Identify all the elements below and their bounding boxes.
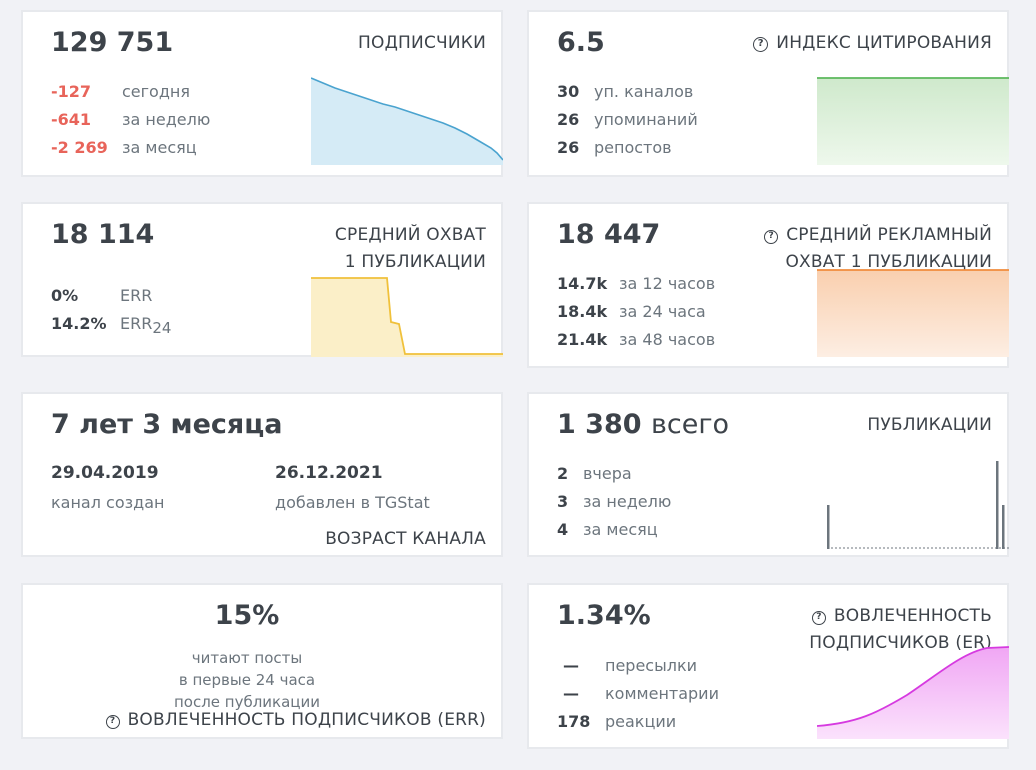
stat-label: репостов [594,138,672,157]
channel-age-value: 7 лет 3 месяца [51,409,283,440]
citation-title: ? ИНДЕКС ЦИТИРОВАНИЯ [753,30,992,57]
avg-reach-value: 18 114 [51,219,155,250]
err-card[interactable]: 15% читают посты в первые 24 часа после … [21,583,503,739]
stat-row: 14.7k за 12 часов [557,270,715,298]
avg-reach-stats: 0% ERR 14.2% ERR24 [51,282,171,338]
stat-value: 14.2% [51,314,107,333]
err-description: читают посты в первые 24 часа после публ… [173,649,321,711]
stat-label: пересылки [605,656,698,675]
stat-value: 26 [557,110,580,129]
avg-reach-card[interactable]: 18 114 СРЕДНИЙ ОХВАТ 1 ПУБЛИКАЦИИ 0% ERR 1… [21,202,503,357]
stat-row: 4 за месяц [557,516,671,544]
ad-reach-stats: 14.7k за 12 часов 18.4k за 24 часа 21.4k за… [557,270,715,354]
stat-value: -641 [51,110,92,129]
stat-label: вчера [583,464,632,483]
ad-reach-value: 18 447 [557,219,661,250]
stat-value: 14.7k [557,274,608,293]
stat-row: — пересылки [557,652,719,680]
added-label: добавлен в TGStat [275,493,430,512]
stat-label: за месяц [122,138,197,157]
created-label: канал создан [51,493,165,512]
stat-value: 2 [557,464,569,483]
stat-value: 26 [557,138,580,157]
added-date: 26.12.2021 [275,463,383,483]
stat-row: — комментарии [557,680,719,708]
subscribers-title: ПОДПИСЧИКИ [358,33,486,53]
stat-label: за 24 часа [619,302,706,321]
stat-label: за 48 часов [619,330,716,349]
stat-value: 21.4k [557,330,608,349]
created-date: 29.04.2019 [51,463,159,483]
stat-row: 2 вчера [557,460,671,488]
stat-label: за неделю [122,110,211,129]
publications-stats: 2 вчера 3 за неделю 4 за месяц [557,460,671,544]
citation-sparkline [817,77,1009,165]
stat-row: -2 269 за месяц [51,134,210,162]
err-percent: 15% [214,600,280,631]
stat-label: реакции [605,712,677,731]
stat-row: 26 упоминаний [557,106,698,134]
stat-value: 3 [557,492,569,511]
citation-stats: 30 уп. каналов 26 упоминаний 26 репостов [557,78,698,162]
stat-row: 0% ERR [51,282,171,310]
subscribers-card[interactable]: 129 751 ПОДПИСЧИКИ -127 сегодня -641 за не… [21,10,503,177]
citation-index-value: 6.5 [557,27,605,58]
er-card[interactable]: 1.34% ? ВОВЛЕЧЕННОСТЬ ПОДПИСЧИКОВ (ER) — пе… [527,583,1009,749]
publications-title: ПУБЛИКАЦИИ [867,415,992,435]
stat-value: 30 [557,82,580,101]
publications-total: 1 380 всего [557,409,730,440]
avg-reach-sparkline [311,277,503,357]
question-circle-icon[interactable]: ? [105,715,120,729]
stat-label: за месяц [583,520,658,539]
stat-row: 21.4k за 48 часов [557,326,715,354]
ad-reach-title: ? СРЕДНИЙ РЕКЛАМНЫЙ ОХВАТ 1 ПУБЛИКАЦИИ [764,222,992,276]
stat-value: 178 [557,712,591,731]
stat-value: -127 [51,82,92,101]
stat-row: 14.2% ERR24 [51,310,171,338]
stat-value: -2 269 [51,138,108,157]
stat-label: упоминаний [594,110,698,129]
stat-row: -127 сегодня [51,78,210,106]
stat-row: 18.4k за 24 часа [557,298,715,326]
citation-card[interactable]: 6.5 ? ИНДЕКС ЦИТИРОВАНИЯ 30 уп. каналов 26… [527,10,1009,177]
stat-row: 26 репостов [557,134,698,162]
ad-reach-sparkline [817,269,1009,357]
stat-label: ERR [120,314,153,333]
question-circle-icon[interactable]: ? [764,230,779,244]
err-title: ? ВОВЛЕЧЕННОСТЬ ПОДПИСЧИКОВ (ERR) [105,707,486,734]
subscribers-count: 129 751 [51,27,174,58]
stat-label: сегодня [122,82,190,101]
stat-row: 3 за неделю [557,488,671,516]
er-title: ? ВОВЛЕЧЕННОСТЬ ПОДПИСЧИКОВ (ER) [809,606,992,653]
stat-value: 4 [557,520,569,539]
er-value: 1.34% [557,600,651,631]
stat-value: — [563,656,579,675]
ad-reach-card[interactable]: 18 447 ? СРЕДНИЙ РЕКЛАМНЫЙ ОХВАТ 1 ПУБЛИКА… [527,202,1009,368]
stat-row: -641 за неделю [51,106,210,134]
er-stats: — пересылки — комментарии 178 реакции [557,652,719,736]
publications-card[interactable]: 1 380 всего ПУБЛИКАЦИИ 2 вчера 3 за неделю… [527,392,1009,557]
stat-row: 30 уп. каналов [557,78,698,106]
stat-value: — [563,684,579,703]
question-circle-icon[interactable]: ? [811,611,826,625]
avg-reach-title: СРЕДНИЙ ОХВАТ 1 ПУБЛИКАЦИИ [334,225,486,272]
subscribers-stats: -127 сегодня -641 за неделю -2 269 за месяц [51,78,210,162]
channel-age-card[interactable]: 7 лет 3 месяца 29.04.2019 канал создан 2… [21,392,503,557]
stat-value: 18.4k [557,302,608,321]
stat-row: 178 реакции [557,708,719,736]
stat-label: ERR [120,286,153,305]
stat-value: 0% [51,286,79,305]
stat-label: уп. каналов [594,82,694,101]
stat-label: комментарии [605,684,719,703]
subscribers-sparkline [311,77,503,165]
question-circle-icon[interactable]: ? [753,37,769,52]
stat-label: за неделю [583,492,672,511]
publications-sparkline [827,461,1009,549]
er-sparkline [817,646,1009,739]
channel-age-title: ВОЗРАСТ КАНАЛА [325,529,486,549]
stat-label: за 12 часов [619,274,716,293]
